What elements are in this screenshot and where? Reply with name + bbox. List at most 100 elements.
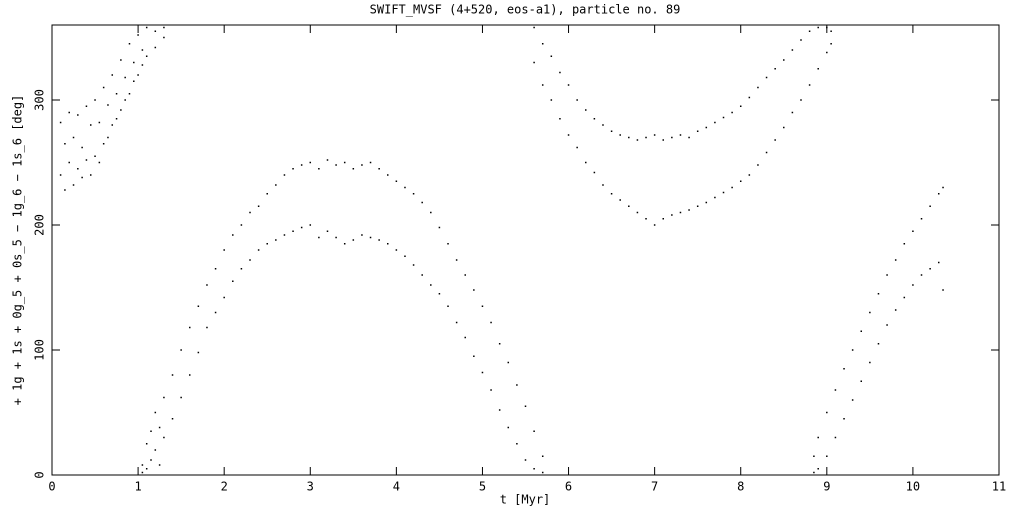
point — [800, 39, 802, 41]
point — [77, 114, 79, 116]
point — [141, 471, 144, 474]
point — [851, 399, 854, 401]
point — [851, 349, 854, 351]
point — [412, 264, 415, 266]
point — [163, 436, 165, 439]
point — [473, 355, 475, 357]
x-tick-label: 6 — [565, 480, 572, 494]
point — [696, 205, 699, 207]
point — [163, 36, 165, 39]
point — [77, 168, 79, 170]
point — [94, 155, 96, 157]
point — [481, 305, 484, 307]
point — [567, 134, 570, 136]
point — [240, 268, 243, 270]
point — [869, 311, 871, 314]
point — [266, 243, 268, 245]
point — [59, 121, 62, 124]
point — [808, 30, 811, 32]
point — [679, 134, 682, 136]
point — [107, 104, 109, 106]
point — [171, 374, 174, 376]
point — [64, 189, 66, 191]
point — [64, 143, 66, 145]
point — [120, 109, 122, 111]
point — [507, 361, 510, 364]
point — [206, 326, 208, 329]
point — [257, 249, 260, 251]
point — [920, 274, 923, 276]
point — [447, 305, 449, 307]
point — [137, 34, 139, 36]
point — [765, 151, 768, 154]
point — [783, 126, 785, 129]
point — [59, 174, 62, 176]
point — [490, 321, 492, 324]
point — [688, 209, 690, 211]
point — [318, 168, 320, 170]
point — [610, 193, 613, 195]
point — [81, 176, 83, 179]
point — [102, 143, 105, 145]
point — [619, 199, 621, 201]
point — [214, 311, 217, 314]
point — [877, 293, 880, 295]
point — [154, 46, 157, 49]
point — [628, 136, 630, 139]
point — [395, 180, 398, 182]
point — [430, 211, 432, 214]
point — [516, 384, 518, 386]
point — [826, 26, 828, 29]
point — [447, 243, 449, 245]
point — [602, 124, 604, 126]
point — [877, 343, 880, 345]
point — [438, 293, 441, 295]
point — [722, 116, 725, 119]
point — [464, 274, 466, 276]
point — [326, 230, 329, 232]
point — [860, 330, 863, 332]
point — [593, 171, 596, 174]
point — [942, 289, 944, 291]
point — [585, 161, 587, 164]
point — [378, 168, 380, 170]
point — [791, 49, 794, 51]
point — [163, 396, 165, 399]
point — [141, 64, 144, 66]
y-tick-label: 100 — [33, 339, 47, 361]
point — [232, 234, 234, 236]
point — [830, 30, 832, 32]
point — [714, 196, 716, 199]
y-tick-label: 200 — [33, 214, 47, 236]
chart-title: SWIFT_MVSF (4+520, eos-a1), particle no.… — [370, 3, 681, 17]
point — [662, 139, 664, 141]
point — [154, 449, 157, 451]
point — [813, 455, 815, 457]
y-tick-label: 300 — [33, 89, 47, 111]
x-tick-label: 0 — [48, 480, 55, 494]
point — [653, 224, 656, 226]
point — [85, 159, 88, 161]
y-tick-label: 0 — [33, 471, 47, 478]
point — [240, 224, 243, 226]
point — [361, 234, 363, 236]
point — [894, 259, 897, 261]
point — [645, 136, 647, 139]
point — [860, 380, 863, 382]
point — [869, 361, 871, 364]
point — [378, 239, 380, 241]
point — [636, 139, 639, 141]
point — [111, 74, 114, 76]
point — [455, 259, 458, 261]
point — [223, 296, 225, 299]
point — [197, 351, 200, 354]
point — [404, 186, 406, 189]
point — [696, 130, 699, 132]
point — [180, 396, 182, 399]
point — [292, 168, 294, 170]
point — [559, 118, 561, 120]
point — [283, 234, 286, 236]
point — [89, 124, 92, 126]
